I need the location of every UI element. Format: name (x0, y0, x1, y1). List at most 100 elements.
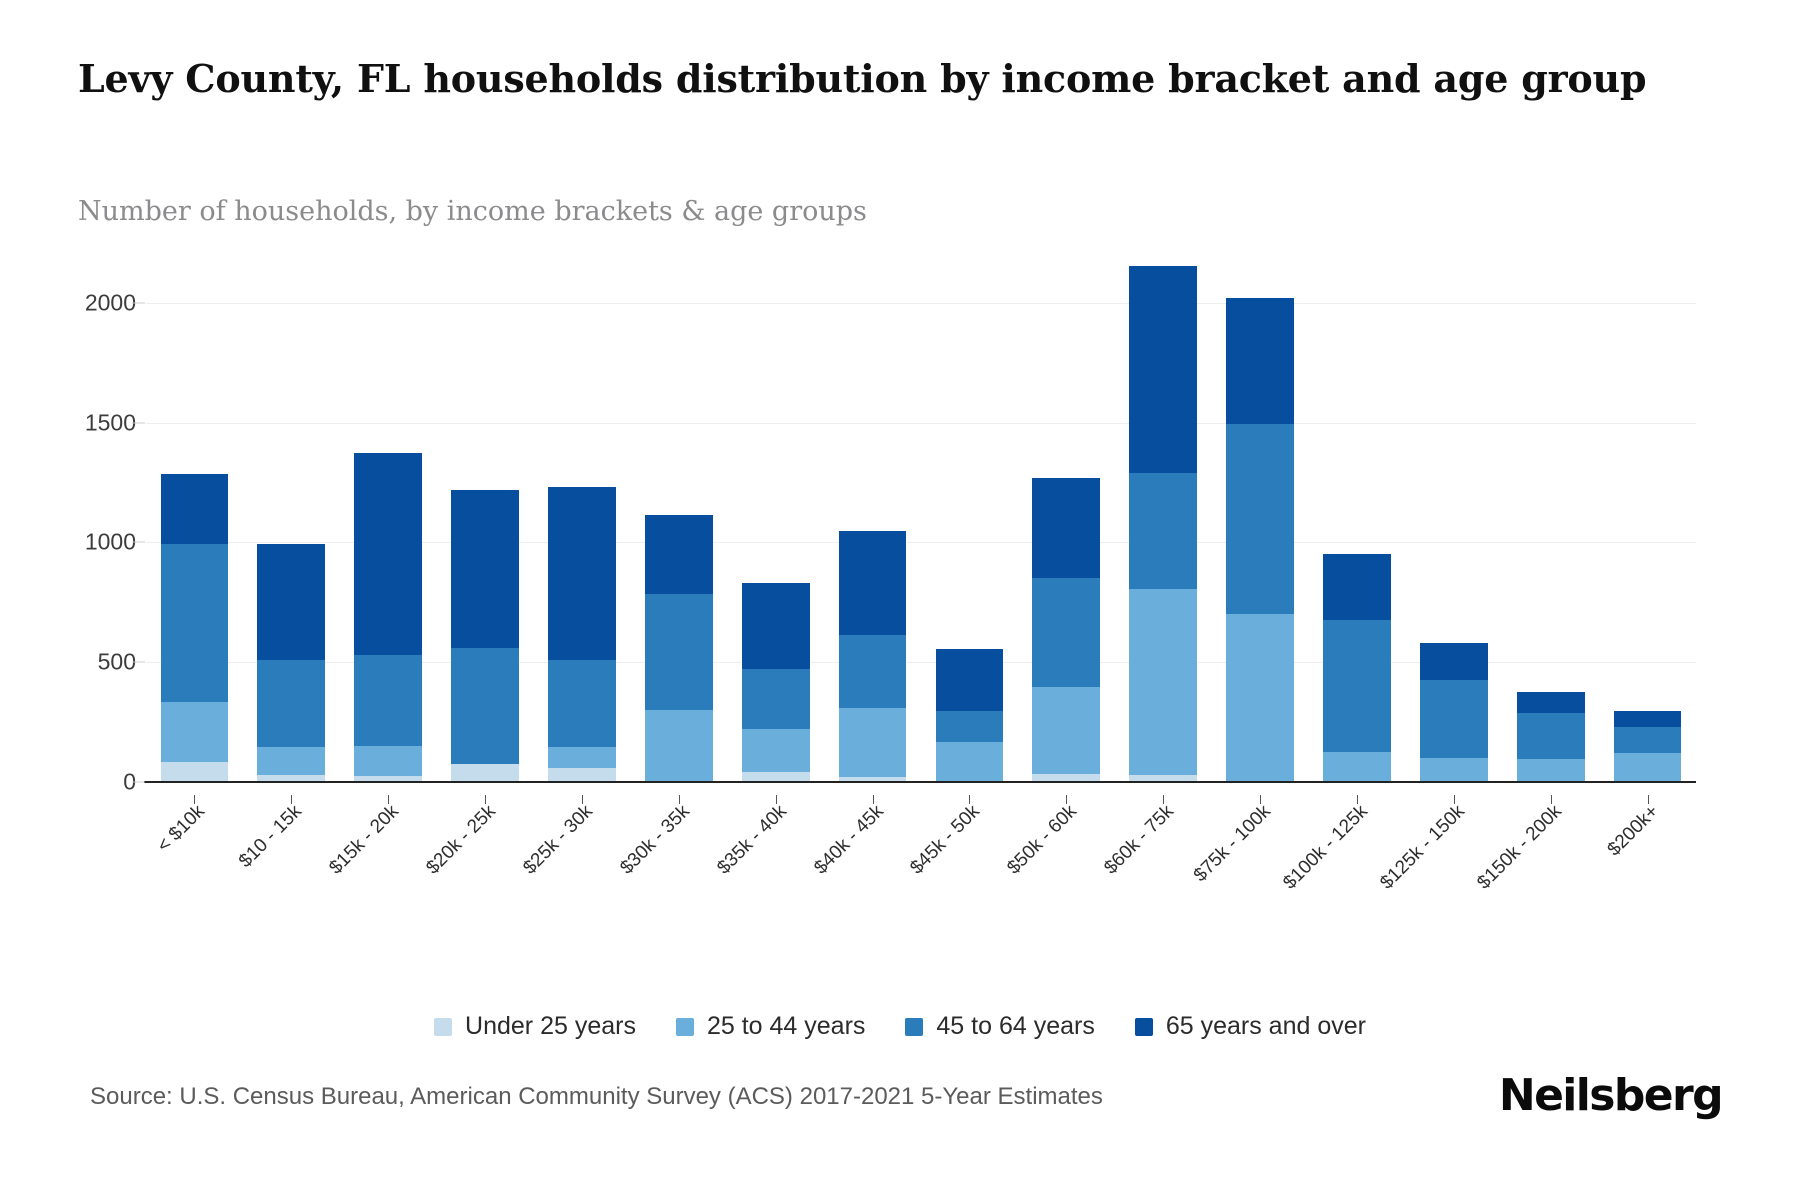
stacked-bar[interactable] (451, 489, 519, 782)
legend-item[interactable]: 25 to 44 years (675, 1012, 865, 1041)
stacked-bar[interactable] (838, 530, 907, 782)
stacked-bar[interactable] (741, 583, 810, 782)
bar-slot (146, 255, 243, 782)
bar-segment[interactable] (354, 776, 423, 782)
bar-segment[interactable] (1613, 726, 1682, 754)
legend-label: 65 years and over (1165, 1012, 1366, 1040)
bar-segment[interactable] (1323, 554, 1391, 621)
bar-segment[interactable] (838, 707, 907, 778)
legend-item[interactable]: 65 years and over (1134, 1012, 1366, 1041)
bar-segment[interactable] (838, 634, 907, 708)
x-axis-tick-mark (1356, 795, 1358, 804)
bar-segment[interactable] (160, 701, 229, 762)
x-axis-label-slot: $10 - 15k (235, 795, 340, 925)
bar-segment[interactable] (257, 543, 326, 660)
bar-segment[interactable] (1032, 477, 1101, 579)
legend-item[interactable]: Under 25 years (434, 1012, 636, 1041)
bar-segment[interactable] (644, 514, 713, 594)
bar-segment[interactable] (257, 747, 326, 775)
bar-segment[interactable] (1323, 752, 1391, 782)
bar-segment[interactable] (1032, 578, 1101, 688)
bar-segment[interactable] (1129, 589, 1198, 775)
stacked-bar[interactable] (160, 474, 229, 782)
y-axis-tick-label: 500 (97, 648, 136, 675)
stacked-bar[interactable] (1226, 298, 1294, 782)
bar-segment[interactable] (1129, 473, 1198, 590)
bar-segment[interactable] (1419, 680, 1488, 759)
stacked-bar[interactable] (1419, 643, 1488, 782)
bar-segment[interactable] (1226, 614, 1294, 782)
x-axis-label-slot: $50k - 60k (1004, 795, 1115, 925)
stacked-bar[interactable] (1613, 711, 1682, 782)
x-axis-label-slot: $60k - 75k (1100, 795, 1212, 925)
legend-swatch-icon (905, 1017, 924, 1036)
bar-segment[interactable] (257, 659, 326, 748)
stacked-bar[interactable] (257, 543, 326, 782)
bar-segment[interactable] (451, 764, 519, 782)
bar-segment[interactable] (838, 530, 907, 635)
bar-segment[interactable] (548, 767, 616, 782)
stacked-bar[interactable] (354, 452, 423, 782)
bar-segment[interactable] (451, 489, 519, 648)
bar-segment[interactable] (741, 772, 810, 782)
bar-segment[interactable] (1419, 643, 1488, 681)
bar-segment[interactable] (1032, 687, 1101, 774)
x-axis-tick-mark (1647, 795, 1649, 804)
bar-segment[interactable] (935, 742, 1004, 782)
bar-segment[interactable] (838, 777, 907, 782)
bar-segment[interactable] (741, 583, 810, 670)
stacked-bar[interactable] (548, 487, 616, 782)
x-axis-tick-mark (388, 795, 390, 804)
stacked-bar[interactable] (935, 649, 1004, 782)
gridline (146, 422, 1696, 424)
bar-segment[interactable] (354, 746, 423, 777)
stacked-bar[interactable] (1129, 265, 1198, 782)
bar-segment[interactable] (354, 655, 423, 747)
bar-segment[interactable] (160, 543, 229, 702)
bar-segment[interactable] (548, 487, 616, 660)
bar-segment[interactable] (354, 452, 423, 656)
bar-segment[interactable] (548, 659, 616, 748)
stacked-bar[interactable] (1516, 692, 1585, 782)
bar-segment[interactable] (1516, 692, 1585, 713)
bar-slot (534, 255, 631, 782)
bar-segment[interactable] (644, 710, 713, 782)
legend-item[interactable]: 45 to 64 years (905, 1012, 1095, 1041)
stacked-bar[interactable] (1032, 477, 1101, 782)
bar-segment[interactable] (1516, 759, 1585, 782)
bar-segment[interactable] (1323, 620, 1391, 753)
bar-segment[interactable] (257, 774, 326, 782)
bar-segment[interactable] (548, 747, 616, 768)
plot-canvas (144, 255, 1696, 783)
bar-segment[interactable] (160, 474, 229, 544)
x-axis-tick-mark (969, 795, 971, 804)
bar-segment[interactable] (1226, 298, 1294, 424)
stacked-bar[interactable] (644, 514, 713, 782)
bar-segment[interactable] (160, 761, 229, 782)
y-axis-tick-mark (132, 541, 145, 543)
stacked-bar[interactable] (1323, 554, 1391, 782)
bar-segment[interactable] (1419, 758, 1488, 782)
bar-segment[interactable] (1613, 711, 1682, 727)
bar-segment[interactable] (935, 711, 1004, 743)
x-axis-label-slot: $45k - 50k (907, 795, 1018, 925)
x-axis-labels: < $10k $10 - 15k $15k - 20k $20k - 25k $25k … (146, 795, 1696, 925)
bar-slot (1309, 255, 1406, 782)
bar-segment[interactable] (1032, 773, 1101, 782)
gridline (146, 302, 1696, 304)
bar-segment[interactable] (1129, 774, 1198, 782)
y-axis-tick-label: 0 (123, 768, 136, 795)
x-axis-label-slot: $20k - 25k (422, 795, 534, 925)
bar-segment[interactable] (644, 593, 713, 711)
legend: Under 25 years 25 to 44 years 45 to 64 yea… (0, 1012, 1800, 1041)
bar-segment[interactable] (741, 729, 810, 773)
bar-segment[interactable] (1226, 423, 1294, 615)
bar-segment[interactable] (935, 649, 1004, 712)
bar-segment[interactable] (741, 669, 810, 730)
legend-label: Under 25 years (465, 1012, 636, 1040)
bar-segment[interactable] (451, 647, 519, 765)
bar-segment[interactable] (1516, 712, 1585, 760)
bar-segment[interactable] (1129, 265, 1198, 474)
bar-segment[interactable] (1613, 753, 1682, 782)
